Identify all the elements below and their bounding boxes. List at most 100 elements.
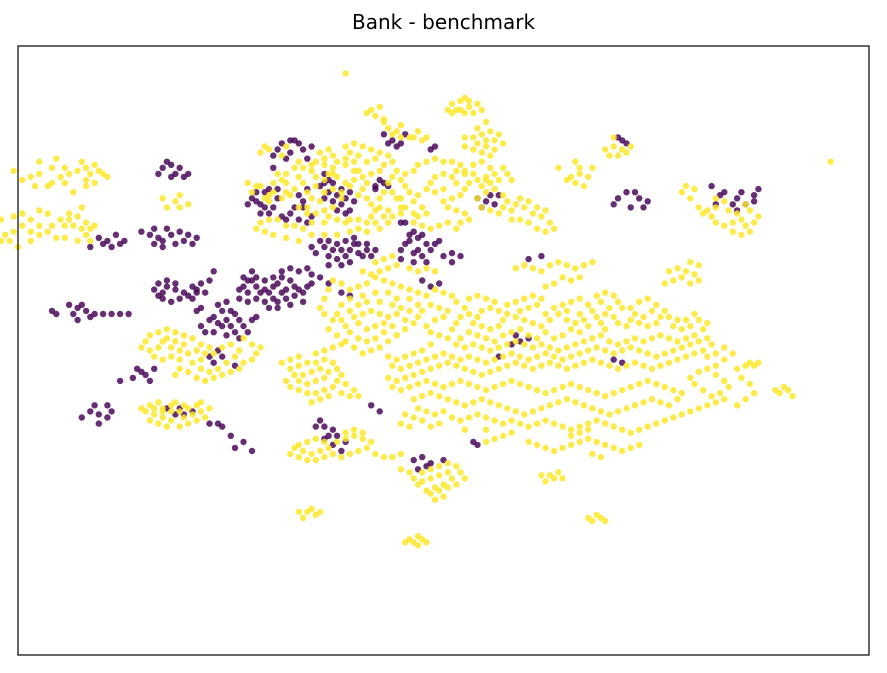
- point-class-1: [670, 347, 677, 354]
- point-class-1: [453, 225, 460, 232]
- point-class-0: [738, 189, 745, 196]
- point-class-1: [402, 326, 409, 333]
- point-class-0: [99, 240, 107, 248]
- point-class-1: [385, 289, 392, 296]
- point-class-1: [542, 329, 549, 336]
- point-class-1: [423, 539, 430, 546]
- point-class-1: [270, 231, 277, 238]
- point-class-1: [499, 432, 507, 439]
- point-class-1: [397, 176, 405, 184]
- point-class-1: [457, 356, 464, 363]
- point-class-1: [636, 319, 643, 327]
- point-class-1: [525, 356, 532, 363]
- point-class-1: [593, 417, 600, 424]
- point-class-1: [316, 198, 324, 205]
- point-class-1: [410, 396, 417, 403]
- point-class-0: [206, 316, 213, 324]
- point-class-0: [363, 240, 371, 248]
- point-class-1: [474, 140, 481, 147]
- point-class-1: [487, 368, 494, 375]
- point-class-0: [227, 322, 234, 330]
- point-class-1: [682, 182, 690, 190]
- point-class-1: [712, 219, 719, 226]
- point-class-1: [602, 517, 609, 525]
- point-class-1: [482, 118, 490, 126]
- point-class-1: [419, 347, 426, 354]
- point-class-0: [231, 310, 239, 318]
- point-class-1: [53, 234, 60, 241]
- point-class-0: [355, 240, 362, 248]
- point-class-1: [48, 222, 56, 229]
- point-class-1: [321, 219, 328, 226]
- point-class-0: [240, 283, 247, 290]
- point-class-1: [27, 228, 34, 235]
- point-class-1: [470, 146, 477, 153]
- point-class-1: [653, 353, 660, 360]
- point-class-1: [448, 475, 456, 482]
- point-class-0: [261, 277, 268, 284]
- point-class-1: [606, 411, 613, 418]
- point-class-1: [538, 472, 545, 479]
- point-class-1: [593, 438, 600, 446]
- point-class-1: [202, 414, 209, 421]
- point-class-0: [287, 265, 294, 272]
- point-class-1: [355, 167, 362, 174]
- point-class-1: [619, 447, 626, 455]
- point-class-1: [431, 316, 439, 324]
- point-class-1: [338, 301, 345, 308]
- point-class-1: [312, 173, 319, 181]
- point-class-1: [325, 213, 332, 220]
- point-class-0: [278, 274, 285, 281]
- point-class-1: [397, 304, 405, 312]
- point-class-1: [576, 164, 583, 171]
- point-class-0: [287, 149, 294, 156]
- point-class-1: [597, 408, 605, 415]
- point-class-1: [172, 198, 179, 205]
- point-class-0: [397, 255, 405, 263]
- point-class-1: [419, 307, 426, 315]
- point-class-1: [397, 283, 405, 290]
- point-class-1: [338, 280, 345, 287]
- point-class-1: [57, 216, 64, 223]
- point-class-1: [453, 207, 460, 214]
- point-class-1: [589, 405, 596, 412]
- point-class-1: [363, 280, 371, 287]
- point-class-1: [295, 158, 302, 165]
- point-class-1: [363, 326, 371, 333]
- point-class-0: [176, 228, 183, 235]
- point-class-1: [444, 469, 451, 476]
- point-class-1: [533, 386, 541, 394]
- point-class-1: [431, 173, 439, 181]
- point-class-1: [448, 414, 456, 421]
- point-class-1: [316, 447, 324, 455]
- point-class-1: [512, 408, 519, 415]
- point-class-1: [295, 508, 302, 516]
- point-class-1: [265, 216, 273, 223]
- point-class-1: [393, 167, 400, 174]
- point-class-1: [457, 219, 464, 226]
- point-class-0: [206, 420, 213, 427]
- point-class-1: [414, 268, 422, 275]
- point-class-1: [597, 359, 605, 366]
- point-class-0: [257, 210, 264, 217]
- point-class-1: [359, 350, 366, 357]
- point-class-1: [368, 438, 375, 446]
- point-class-1: [227, 341, 234, 348]
- point-class-1: [529, 319, 537, 327]
- point-class-1: [499, 316, 507, 324]
- point-class-1: [487, 399, 494, 406]
- point-class-0: [253, 283, 260, 290]
- point-class-1: [163, 335, 171, 342]
- point-class-0: [312, 423, 319, 430]
- point-class-1: [644, 377, 651, 385]
- point-class-1: [431, 286, 439, 293]
- point-class-1: [495, 344, 502, 351]
- point-class-1: [329, 277, 337, 284]
- point-class-1: [440, 493, 447, 500]
- point-class-1: [342, 435, 349, 442]
- point-class-1: [363, 109, 371, 117]
- point-class-1: [210, 374, 217, 382]
- point-class-1: [389, 362, 396, 369]
- point-class-1: [278, 195, 285, 202]
- point-class-0: [248, 268, 256, 275]
